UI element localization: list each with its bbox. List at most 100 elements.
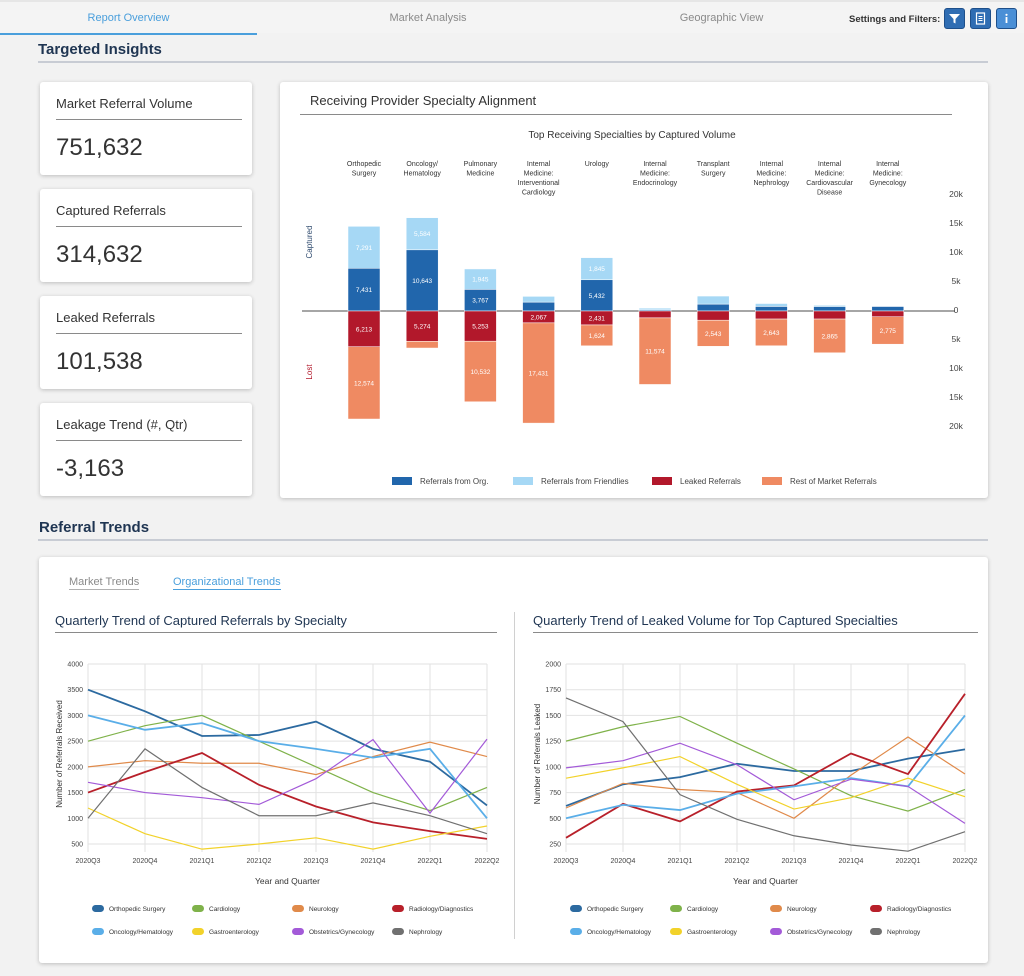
bar-segment [871, 310, 905, 317]
bar-segment [464, 268, 497, 290]
subtab-organizational-trends[interactable]: Organizational Trends [173, 576, 281, 590]
y-tick-label: 750 [549, 790, 561, 797]
referral-trends-title: Referral Trends [39, 519, 150, 536]
bar-segment [638, 317, 672, 385]
legend-swatch [392, 905, 404, 912]
y-label-lost: Lost [305, 364, 314, 380]
bar-segment [405, 217, 439, 251]
x-tick-label: 2020Q3 [554, 858, 579, 865]
bar-segment [871, 306, 905, 312]
series-line [565, 742, 966, 824]
bar-segment [813, 305, 846, 307]
tab-report-overview[interactable]: Report Overview [0, 2, 257, 35]
kpi-value: 751,632 [56, 134, 143, 161]
legend-label: Oncology/Hematology [109, 929, 174, 936]
tab-geographic-view[interactable]: Geographic View [679, 12, 764, 24]
leaked-trend-title: Quarterly Trend of Leaked Volume for Top… [533, 613, 898, 628]
series-line [87, 741, 488, 776]
y-tick-label: 4000 [67, 662, 83, 669]
y-tick-label: 2000 [67, 764, 83, 771]
x-tick-label: 2022Q2 [475, 858, 500, 865]
y-tick-label: 3000 [67, 713, 83, 720]
kpi-card-leakage-trend: Leakage Trend (#, Qtr) -3,163 [40, 403, 252, 496]
category-label: Internal Medicine: Endocrinology [633, 161, 678, 187]
x-tick-label: 2021Q4 [361, 858, 386, 865]
leaked-trend-chart: 250 500 750 1000 1250 1500 1750 2000 2020Q3 2020Q… [533, 662, 978, 937]
bar-segment [638, 307, 672, 311]
bar-value-label: 5,253 [472, 324, 489, 331]
legend-label: Cardiology [209, 906, 241, 913]
kpi-divider [56, 226, 242, 227]
bar-segment [347, 346, 381, 420]
legend-label: Leaked Referrals [680, 477, 741, 486]
info-button[interactable] [996, 8, 1017, 29]
bar-segment [813, 318, 846, 354]
bar-value-label: 2,643 [763, 330, 780, 337]
bar-value-label: 5,584 [414, 231, 431, 238]
series-line [565, 755, 966, 810]
filter-icon [949, 14, 960, 24]
x-tick-label: 2021Q2 [725, 858, 750, 865]
info-icon [1005, 13, 1008, 23]
document-icon [975, 12, 986, 25]
bar-segment [522, 322, 555, 424]
bar-segment [464, 310, 497, 342]
bar-value-label: 7,431 [356, 287, 373, 294]
legend-swatch [770, 905, 782, 912]
legend-swatch [513, 477, 533, 485]
y-tick-label: 2500 [67, 739, 83, 746]
bar-segment [580, 279, 614, 312]
y-label-captured: Captured [305, 226, 314, 259]
x-tick-label: 2021Q3 [304, 858, 329, 865]
settings-label: Settings and Filters: [849, 14, 941, 25]
document-button[interactable] [970, 8, 991, 29]
series-line [565, 693, 966, 839]
series-line [565, 736, 966, 819]
bar-value-label: 1,624 [589, 333, 606, 340]
kpi-label: Captured Referrals [56, 203, 166, 218]
legend-label: Referrals from Friendlies [541, 477, 629, 486]
y-tick-label: 10k [949, 363, 963, 373]
bar-segment [522, 301, 555, 312]
bar-value-label: 1,945 [472, 277, 489, 284]
legend-swatch [770, 928, 782, 935]
legend-label: Obstetrics/Gynecology [309, 929, 375, 936]
legend-swatch [92, 905, 104, 912]
bar-segment [405, 341, 439, 349]
y-tick-label: 0 [954, 305, 959, 315]
y-tick-label: 5k [952, 334, 962, 344]
y-tick-label: 1500 [67, 790, 83, 797]
x-tick-label: 2021Q1 [190, 858, 215, 865]
x-tick-label: 2021Q3 [782, 858, 807, 865]
legend-label: Nephrology [887, 929, 921, 936]
legend-swatch [870, 905, 882, 912]
tab-market-analysis[interactable]: Market Analysis [389, 12, 467, 24]
category-label: Urology [585, 161, 610, 168]
series-line [87, 738, 488, 815]
series-line [87, 714, 488, 819]
kpi-value: -3,163 [56, 455, 125, 482]
legend-label: Rest of Market Referrals [790, 477, 877, 486]
legend-label: Neurology [787, 906, 817, 913]
bar-value-label: 2,543 [705, 331, 722, 338]
bar-value-label: 6,213 [356, 326, 373, 333]
bar-segment [405, 310, 439, 342]
section-divider [38, 539, 988, 541]
category-label: Internal Medicine: Cardiovascular Disease [806, 161, 853, 197]
bar-segment [522, 296, 555, 303]
y-tick-label: 15k [949, 218, 963, 228]
category-label: Internal Medicine: Interventional Cardiolog… [518, 161, 560, 197]
category-label: Oncology/Hematology [404, 161, 442, 178]
category-label: Internal Medicine: Nephrology [753, 161, 789, 187]
filter-button[interactable] [944, 8, 965, 29]
chart-separator [514, 612, 515, 939]
legend-label: Cardiology [687, 906, 719, 913]
legend-label: Orthopedic Surgery [587, 906, 644, 913]
x-axis-label: Year and Quarter [255, 876, 320, 886]
legend-swatch [292, 928, 304, 935]
subtab-market-trends[interactable]: Market Trends [69, 576, 140, 590]
legend-label: Referrals from Org. [420, 477, 488, 486]
y-tick-label: 250 [549, 842, 561, 849]
bar-segment [696, 303, 730, 312]
y-tick-label: 2000 [545, 662, 561, 669]
